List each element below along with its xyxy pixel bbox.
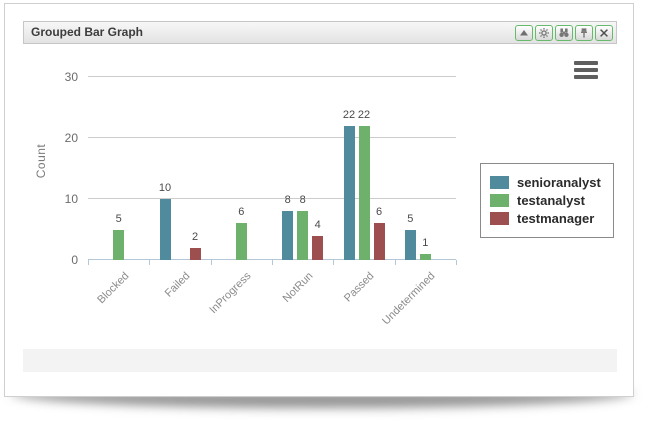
legend-swatch: [490, 176, 509, 189]
bar-testanalyst-InProgress[interactable]: [235, 223, 247, 260]
search-button[interactable]: [555, 24, 573, 41]
x-axis-label: Undetermined: [380, 270, 438, 328]
close-icon: [600, 28, 608, 37]
bar-value-label: 22: [357, 108, 371, 121]
grouped-bar-graph-widget: Grouped Bar Graph: [23, 21, 617, 372]
bar-testmanager-Failed[interactable]: [189, 247, 201, 260]
x-axis-tick: [88, 260, 89, 265]
bar-testanalyst-NotRun[interactable]: [297, 211, 309, 260]
plot-area: 0 10 20 30 Blocked Failed InProgress NotRun Pass…: [65, 60, 457, 327]
pin-icon: [581, 27, 587, 38]
bar-testanalyst-Undetermined[interactable]: [419, 253, 431, 260]
binoculars-icon: [559, 28, 569, 37]
legend-label: testanalyst: [517, 193, 585, 208]
bar-testmanager-Passed[interactable]: [373, 223, 385, 260]
y-axis-label: 10: [64, 192, 78, 206]
bar-testanalyst-Blocked[interactable]: [113, 229, 125, 260]
legend-item-testmanager[interactable]: testmanager: [490, 211, 601, 226]
legend-swatch: [490, 212, 509, 225]
bar-value-label: 5: [407, 212, 414, 225]
gear-icon: [539, 27, 549, 38]
bar-senioranalyst-NotRun[interactable]: [282, 211, 294, 260]
gridline: [88, 137, 456, 138]
bar-value-label: 4: [314, 218, 321, 231]
pin-button[interactable]: [575, 24, 593, 41]
x-axis-tick: [210, 260, 212, 265]
bar-value-label: 1: [422, 236, 429, 249]
legend-label: testmanager: [517, 211, 595, 226]
close-button[interactable]: [595, 24, 613, 41]
bar-senioranalyst-Failed[interactable]: [159, 199, 171, 260]
bar-value-label: 10: [158, 182, 172, 194]
widget-footer-bar: [23, 349, 617, 372]
menu-bar: [574, 75, 598, 79]
bar-value-label: 5: [115, 212, 122, 225]
bar-value-label: 6: [238, 206, 245, 219]
x-axis-label: Blocked: [94, 270, 132, 307]
legend-item-testanalyst[interactable]: testanalyst: [490, 193, 601, 208]
x-axis-label: NotRun: [280, 270, 316, 305]
triangle-up-icon: [520, 29, 528, 35]
x-axis-tick: [456, 260, 457, 265]
widget-toolbar: [515, 24, 613, 41]
menu-bar: [574, 68, 598, 72]
bar-value-label: 6: [375, 206, 383, 219]
x-axis-label: Passed: [342, 270, 377, 305]
bar-testanalyst-Passed[interactable]: [358, 125, 370, 260]
legend-label: senioranalyst: [517, 175, 601, 190]
legend-item-senioranalyst[interactable]: senioranalyst: [490, 175, 601, 190]
x-axis-tick: [394, 260, 396, 265]
collapse-button[interactable]: [515, 24, 533, 41]
x-axis-line: [88, 259, 456, 260]
gridline: [88, 76, 456, 77]
bar-testmanager-NotRun[interactable]: [312, 235, 324, 260]
bar-value-label: 8: [299, 194, 306, 207]
chart-menu-icon[interactable]: [574, 61, 598, 79]
legend-swatch: [490, 194, 509, 207]
bar-senioranalyst-Passed[interactable]: [343, 125, 355, 260]
x-axis-tick: [149, 260, 151, 265]
menu-bar: [574, 61, 598, 65]
y-axis-label: 0: [71, 253, 78, 267]
y-axis-label: 30: [64, 70, 78, 84]
y-axis-label: 20: [64, 131, 78, 145]
bar-senioranalyst-Undetermined[interactable]: [404, 229, 416, 260]
widget-title-bar: Grouped Bar Graph: [23, 21, 617, 44]
bar-value-label: 22: [342, 108, 356, 121]
settings-button[interactable]: [535, 24, 553, 41]
x-axis-tick: [333, 260, 335, 265]
x-axis-label: Failed: [162, 270, 193, 300]
widget-title: Grouped Bar Graph: [31, 25, 144, 39]
x-axis-tick: [272, 260, 273, 265]
x-axis-label: InProgress: [207, 270, 254, 317]
gridline: [88, 198, 456, 199]
bar-value-label: 2: [191, 230, 199, 243]
chart-legend: senioranalyst testanalyst testmanager: [480, 163, 614, 238]
bar-value-label: 8: [284, 194, 291, 207]
chart-canvas: Count 0 10 20 30 Blocked Failed InProgress NotR…: [23, 44, 617, 349]
